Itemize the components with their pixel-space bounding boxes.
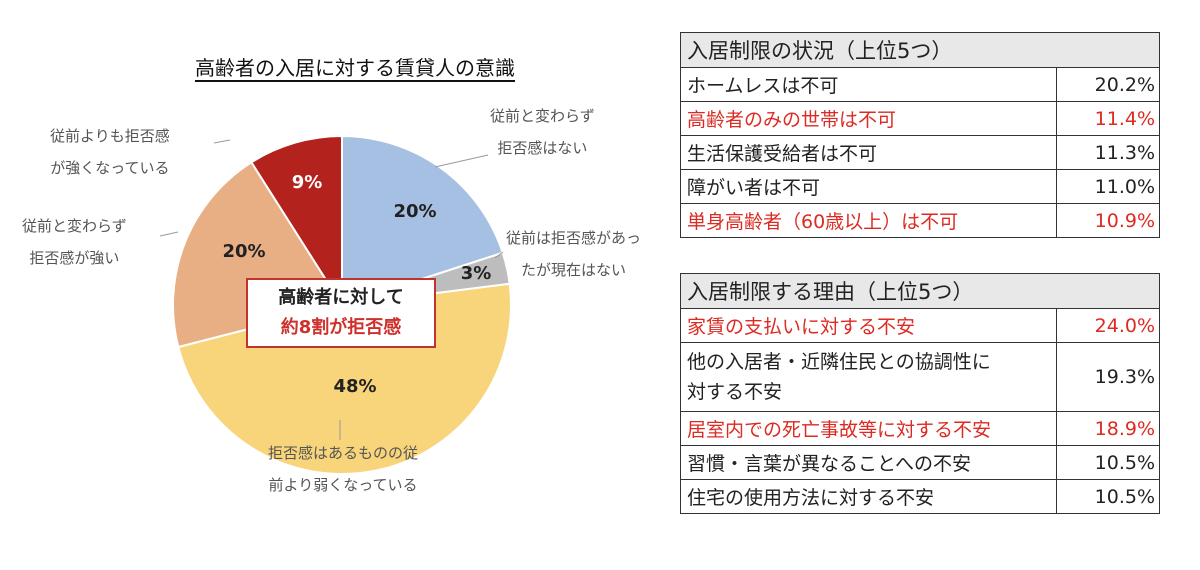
row-value: 11.3% xyxy=(1057,136,1160,170)
row-label: 家賃の支払いに対する不安 xyxy=(681,309,1057,343)
row-value: 11.0% xyxy=(1057,170,1160,204)
slice-value-label: 48% xyxy=(333,376,376,397)
row-value: 19.3% xyxy=(1057,343,1160,412)
table-row: 高齢者のみの世帯は不可 11.4% xyxy=(681,102,1160,136)
table-row: 他の入居者・近隣住民との協調性に 対する不安 19.3% xyxy=(681,343,1160,412)
restriction-reason-table: 入居制限する理由（上位5つ） 家賃の支払いに対する不安 24.0% 他の入居者・… xyxy=(680,273,1160,514)
row-label: 住宅の使用方法に対する不安 xyxy=(681,480,1057,514)
slice-value-label: 9% xyxy=(292,172,323,193)
row-label: 他の入居者・近隣住民との協調性に 対する不安 xyxy=(681,343,1057,412)
table-row: 単身高齢者（60歳以上）は不可 10.9% xyxy=(681,204,1160,238)
row-label: 高齢者のみの世帯は不可 xyxy=(681,102,1057,136)
table-title: 入居制限する理由（上位5つ） xyxy=(681,274,1160,309)
slice-category-label: 従前と変わらず 拒否感はない xyxy=(490,100,595,164)
table-row: ホームレスは不可 20.2% xyxy=(681,68,1160,102)
row-label: 習慣・言葉が異なることへの不安 xyxy=(681,446,1057,480)
chart-title: 高齢者の入居に対する賃貸人の意識 xyxy=(155,52,555,81)
row-label: 単身高齢者（60歳以上）は不可 xyxy=(681,204,1057,238)
row-label: 障がい者は不可 xyxy=(681,170,1057,204)
callout-box: 高齢者に対して 約8割が拒否感 xyxy=(246,278,436,348)
leader-line xyxy=(160,232,178,236)
row-label: 居室内での死亡事故等に対する不安 xyxy=(681,412,1057,446)
table-row: 居室内での死亡事故等に対する不安 18.9% xyxy=(681,412,1160,446)
leader-line xyxy=(435,155,488,167)
row-value: 11.4% xyxy=(1057,102,1160,136)
restriction-status-table: 入居制限の状況（上位5つ） ホームレスは不可 20.2% 高齢者のみの世帯は不可… xyxy=(680,32,1160,238)
row-label: ホームレスは不可 xyxy=(681,68,1057,102)
leader-line xyxy=(214,140,230,143)
table-row: 障がい者は不可 11.0% xyxy=(681,170,1160,204)
slice-category-label: 拒否感はあるものの従 前より弱くなっている xyxy=(268,437,418,501)
table-title: 入居制限の状況（上位5つ） xyxy=(681,33,1160,68)
slice-category-label: 従前と変わらず 拒否感が強い xyxy=(22,210,127,274)
tables-panel: 入居制限の状況（上位5つ） ホームレスは不可 20.2% 高齢者のみの世帯は不可… xyxy=(680,32,1160,514)
slice-value-label: 3% xyxy=(461,263,492,284)
callout-line-1: 高齢者に対して xyxy=(248,283,434,313)
slice-value-label: 20% xyxy=(222,241,265,262)
callout-line-2: 約8割が拒否感 xyxy=(248,313,434,343)
row-value: 24.0% xyxy=(1057,309,1160,343)
table-row: 生活保護受給者は不可 11.3% xyxy=(681,136,1160,170)
slice-category-label: 従前は拒否感があっ たが現在はない xyxy=(506,222,641,286)
slice-value-label: 20% xyxy=(393,201,436,222)
row-value: 20.2% xyxy=(1057,68,1160,102)
table-row: 住宅の使用方法に対する不安 10.5% xyxy=(681,480,1160,514)
row-value: 10.9% xyxy=(1057,204,1160,238)
table-row: 習慣・言葉が異なることへの不安 10.5% xyxy=(681,446,1160,480)
row-value: 10.5% xyxy=(1057,480,1160,514)
slice-category-label: 従前よりも拒否感 が強くなっている xyxy=(50,120,170,184)
pie-chart-panel: 20% 3% 48% 20% 9% 高齢者の入居に対する賃貸人の意識 従前と変わらず 拒… xyxy=(0,0,680,570)
row-value: 18.9% xyxy=(1057,412,1160,446)
row-value: 10.5% xyxy=(1057,446,1160,480)
row-label: 生活保護受給者は不可 xyxy=(681,136,1057,170)
table-row: 家賃の支払いに対する不安 24.0% xyxy=(681,309,1160,343)
